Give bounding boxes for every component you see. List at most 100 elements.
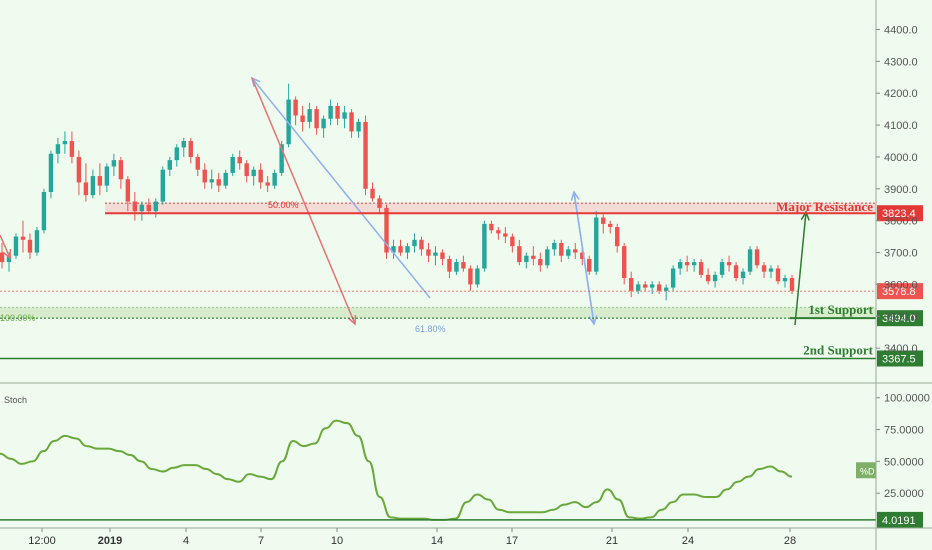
time-tick-label: 4: [183, 535, 189, 547]
candles: [0, 83, 795, 301]
candle-body: [34, 230, 40, 253]
price-tick-label: 3700.0: [884, 248, 918, 260]
candle-body: [363, 121, 368, 189]
candle-body: [768, 268, 774, 272]
price-tick-label: 4000.0: [884, 152, 918, 164]
candle-body: [670, 268, 676, 288]
second-support-label: 2nd Support: [803, 342, 873, 357]
candle-body: [125, 179, 131, 202]
candle-body: [489, 223, 494, 231]
candle-body: [328, 105, 333, 119]
candle-body: [649, 284, 655, 288]
fib-label-50: 50.00%: [268, 200, 299, 210]
price-tick-label: 3400.0: [884, 343, 918, 355]
time-tick-label: 2019: [98, 535, 122, 547]
candle-body: [209, 179, 214, 183]
fib-arrow-red-left: [0, 234, 11, 259]
candle-body: [153, 201, 159, 212]
stoch-tick-label: 25.0000: [884, 488, 924, 500]
candle-body: [286, 99, 291, 145]
candle-body: [202, 169, 207, 183]
price-tick-label: 4200.0: [884, 88, 918, 100]
candle-body: [132, 201, 138, 212]
stoch-line: [0, 419, 793, 521]
candle-body: [188, 141, 193, 157]
stoch-level-badge-bg: [877, 511, 923, 528]
candle-body: [349, 112, 354, 132]
time-tick-label: 24: [682, 535, 694, 547]
candle-body: [698, 262, 704, 275]
candle-body: [69, 141, 75, 157]
candle-body: [747, 249, 753, 272]
candle-body: [230, 156, 235, 173]
candle-body: [111, 160, 117, 167]
fib-arrow-blue-1: [251, 77, 431, 299]
candle-body: [740, 271, 746, 279]
stoch-tick-label: 100.0000: [884, 393, 930, 405]
candle-body: [174, 147, 179, 161]
stoch-panel: Stoch 25.0000 50.0000 75.0000 100.0000 4.0191…: [0, 393, 930, 528]
candle-body: [433, 252, 438, 256]
candle-body: [475, 268, 480, 285]
target-arrow-head: [800, 210, 810, 221]
candle-body: [398, 246, 403, 253]
candle-body: [419, 239, 424, 250]
candle-body: [97, 176, 103, 186]
time-tick-label: 21: [606, 535, 618, 547]
candle-body: [440, 252, 445, 259]
candle-body: [677, 262, 683, 269]
candle-body: [587, 258, 592, 272]
candle-body: [384, 207, 389, 253]
candle-body: [0, 252, 5, 263]
candle-body: [517, 246, 522, 263]
candle-body: [62, 141, 68, 145]
candle-body: [6, 255, 12, 263]
candle-body: [510, 236, 515, 247]
first-support-badge-bg: [877, 310, 923, 327]
candle-body: [279, 144, 284, 173]
resistance-badge-bg: [877, 205, 923, 222]
stoch-level-badge: 4.0191: [882, 515, 916, 527]
candle-body: [76, 156, 82, 183]
time-tick-label: 28: [784, 535, 796, 547]
fib-label-618: 61.80%: [415, 324, 446, 334]
major-resistance-label: Major Resistance: [776, 199, 873, 214]
candle-body: [691, 262, 697, 266]
candle-body: [195, 156, 200, 170]
stoch-d-tag-bg: [856, 462, 876, 479]
candle-body: [90, 176, 96, 196]
candle-body: [761, 265, 767, 272]
candle-body: [55, 144, 61, 154]
candle-body: [719, 262, 725, 275]
candle-body: [789, 278, 795, 291]
price-tick-label: 3500.0: [884, 311, 918, 323]
candle-body: [244, 163, 249, 177]
candle-body: [20, 236, 26, 240]
stoch-d-tag: %D: [860, 466, 875, 476]
candle-body: [545, 249, 550, 266]
candle-body: [580, 252, 585, 259]
candle-body: [754, 249, 760, 266]
second-support-badge-bg: [877, 350, 923, 367]
candle-body: [27, 239, 33, 253]
price-tick-label: 3800.0: [884, 216, 918, 228]
candle-body: [405, 246, 410, 253]
fib-arrow-red-left-head: [2, 248, 12, 260]
candle-body: [391, 246, 396, 253]
candle-body: [223, 172, 228, 186]
candle-body: [782, 278, 788, 282]
candle-body: [412, 239, 417, 247]
candle-body: [733, 265, 739, 279]
fib-arrow-red-1: [251, 77, 356, 325]
candle-body: [559, 242, 564, 256]
candle-body: [307, 109, 312, 122]
candle-body: [237, 156, 242, 164]
candle-body: [314, 109, 319, 129]
candle-body: [629, 278, 634, 291]
candle-body: [167, 160, 172, 170]
zones: [0, 202, 876, 319]
candle-body: [642, 284, 648, 288]
candle-body: [300, 115, 305, 122]
second-support-badge: 3367.5: [882, 353, 916, 365]
